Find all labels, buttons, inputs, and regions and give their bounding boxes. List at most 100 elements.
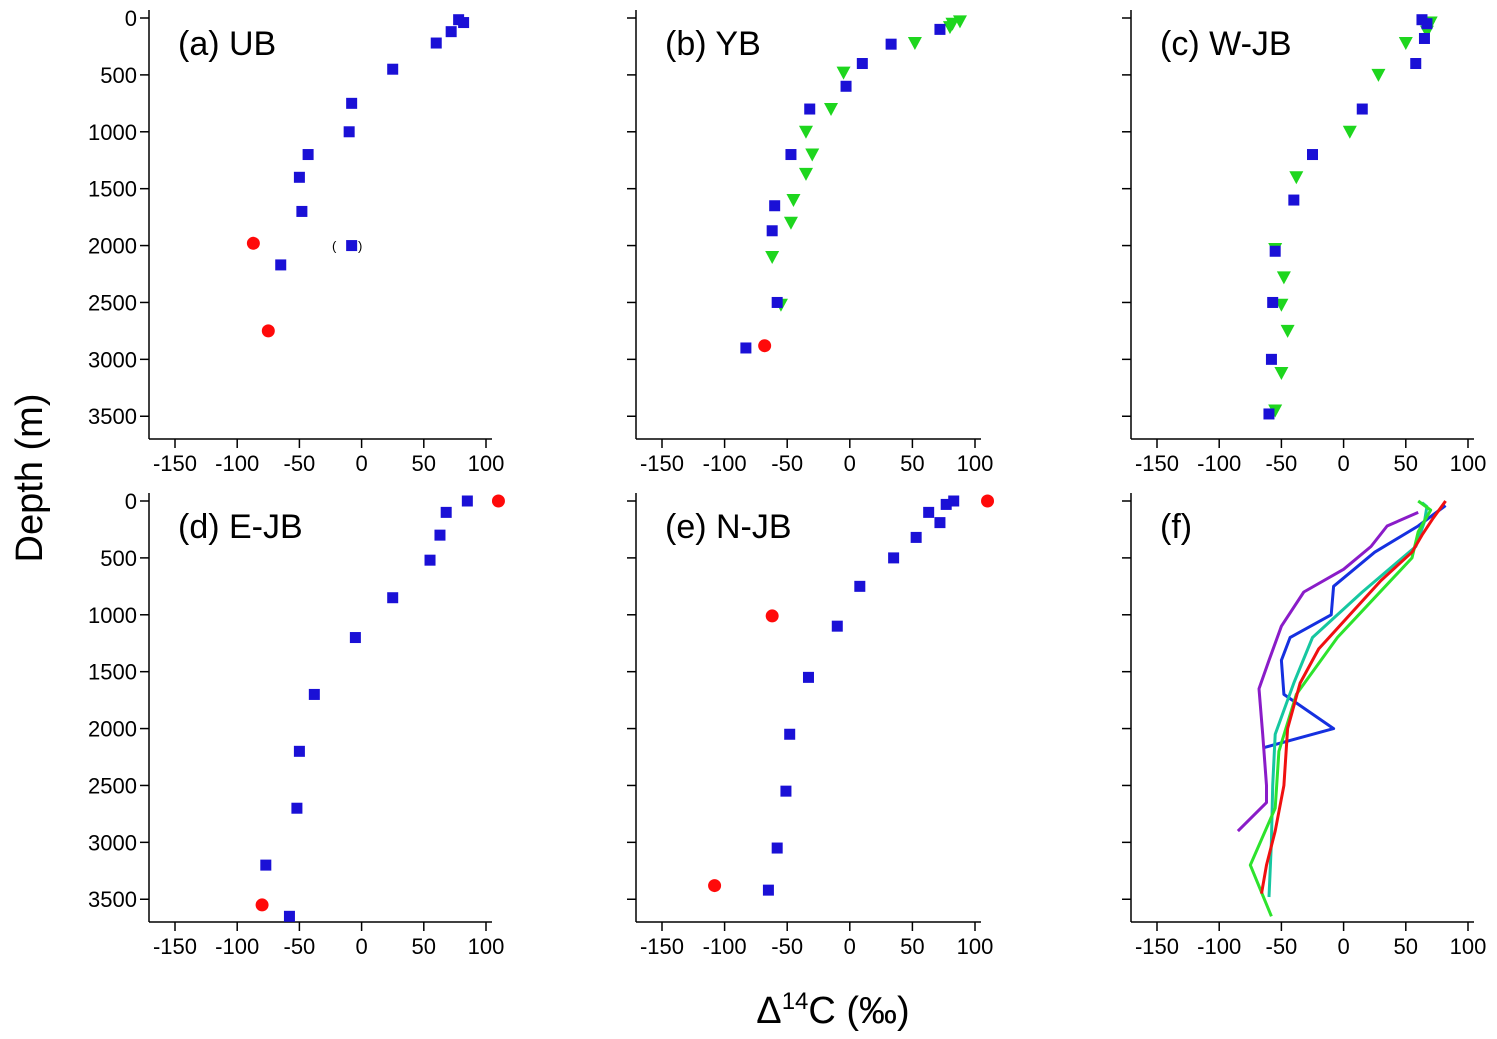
data-point-square <box>434 529 446 541</box>
series-line-n-jb <box>1236 511 1419 833</box>
x-tick-label: -150 <box>153 934 197 959</box>
data-point-square <box>1265 353 1277 365</box>
data-point-square <box>293 171 305 183</box>
y-tick-label: 2000 <box>88 234 137 259</box>
y-tick-label: 2000 <box>88 717 137 742</box>
data-point-square <box>1418 32 1430 44</box>
data-point-square <box>302 149 314 161</box>
panel-f: -150 -100 -50 0 50 100 (f) <box>1122 493 1486 959</box>
x-tick-label: 0 <box>355 451 367 476</box>
data-point-square <box>445 26 457 38</box>
data-point-square <box>1269 245 1281 257</box>
y-tick-label: 0 <box>125 6 137 31</box>
y-tick-label: 3000 <box>88 347 137 372</box>
panel-label: (c) W-JB <box>1160 25 1292 63</box>
panel-label: (d) E-JB <box>178 508 303 546</box>
data-point-square <box>840 80 852 92</box>
data-point-square <box>888 552 900 564</box>
data-point-square <box>948 495 960 507</box>
x-tick-label: -50 <box>771 934 803 959</box>
x-tick-label: -100 <box>215 934 259 959</box>
series-line-yb <box>1248 499 1433 917</box>
data-point-triangle <box>1342 125 1357 139</box>
x-tick-label: -100 <box>703 451 747 476</box>
data-point-triangle <box>1289 171 1304 185</box>
data-point-square <box>831 620 843 632</box>
panel-d: -150 -100 -50 0 50 10005001000150020002500300… <box>88 489 505 959</box>
x-tick-label: 100 <box>957 451 994 476</box>
x-tick-label: -100 <box>1197 451 1241 476</box>
x-axis-title-suffix: C (‰) <box>808 990 909 1032</box>
x-axis-title-superscript: 14 <box>782 988 809 1015</box>
data-point-square <box>885 38 897 50</box>
data-point-square <box>854 580 866 592</box>
data-point-square <box>346 97 358 109</box>
data-point-circle <box>765 609 779 623</box>
x-tick-label: 0 <box>844 451 856 476</box>
x-tick-label: 50 <box>900 934 924 959</box>
data-point-triangle <box>942 21 957 35</box>
panel-b: -150 -100 -50 0 50 100 (b) YB <box>627 10 993 476</box>
x-tick-label: -150 <box>153 451 197 476</box>
x-tick-label: 0 <box>844 934 856 959</box>
panel-label: (b) YB <box>665 25 761 63</box>
data-point-triangle <box>1274 367 1289 381</box>
data-point-triangle <box>765 250 780 264</box>
y-tick-label: 0 <box>125 489 137 514</box>
data-point-circle <box>708 879 722 893</box>
x-tick-label: -100 <box>1197 934 1241 959</box>
data-point-square <box>349 632 361 644</box>
data-point-square <box>940 498 952 510</box>
data-point-square <box>802 671 814 683</box>
data-point-circle <box>981 494 995 508</box>
data-point-triangle <box>783 216 798 230</box>
data-point-square <box>1263 408 1275 420</box>
data-point-square <box>740 342 752 354</box>
data-point-triangle <box>1268 404 1283 418</box>
data-point-triangle <box>1371 68 1386 82</box>
data-point-triangle <box>824 103 839 117</box>
data-point-triangle <box>1276 271 1291 285</box>
y-tick-label: 2500 <box>88 773 137 798</box>
data-point-square <box>923 506 935 518</box>
data-point-square <box>275 259 287 271</box>
x-tick-label: -100 <box>215 451 259 476</box>
x-tick-label: -50 <box>284 451 316 476</box>
data-point-square <box>458 17 470 29</box>
panel-label: (f) <box>1160 508 1192 546</box>
x-tick-label: 100 <box>1450 451 1487 476</box>
x-tick-label: -50 <box>771 451 803 476</box>
data-point-square <box>1410 58 1422 70</box>
data-point-square <box>461 495 473 507</box>
data-point-square <box>769 200 781 212</box>
data-point-square <box>291 802 303 814</box>
data-point-square <box>934 517 946 529</box>
y-tick-label: 1000 <box>88 120 137 145</box>
panel-label: (a) UB <box>178 25 276 63</box>
data-point-square <box>387 63 399 75</box>
y-tick-label: 1000 <box>88 603 137 628</box>
x-tick-label: 50 <box>1394 934 1418 959</box>
y-tick-label: 3500 <box>88 404 137 429</box>
panel-label: (e) N-JB <box>665 508 792 546</box>
x-tick-label: 100 <box>468 451 505 476</box>
x-tick-label: 100 <box>957 934 994 959</box>
y-tick-label: 2500 <box>88 290 137 315</box>
data-point-square <box>293 745 305 757</box>
data-point-square <box>785 149 797 161</box>
data-point-triangle <box>786 194 801 208</box>
y-tick-label: 500 <box>100 546 137 571</box>
data-point-triangle <box>907 37 922 51</box>
data-point-square <box>1356 103 1368 115</box>
data-point-square <box>440 506 452 518</box>
x-tick-label: 0 <box>355 934 367 959</box>
x-tick-label: -50 <box>1266 451 1298 476</box>
data-point-square <box>780 785 792 797</box>
data-point-square <box>296 205 308 217</box>
y-tick-label: 3500 <box>88 887 137 912</box>
data-point-circle <box>246 236 260 250</box>
data-point-square <box>934 23 946 35</box>
data-point-circle <box>255 898 269 912</box>
data-point-circle <box>491 494 505 508</box>
x-axis-title: Δ14C (‰) <box>756 988 909 1032</box>
